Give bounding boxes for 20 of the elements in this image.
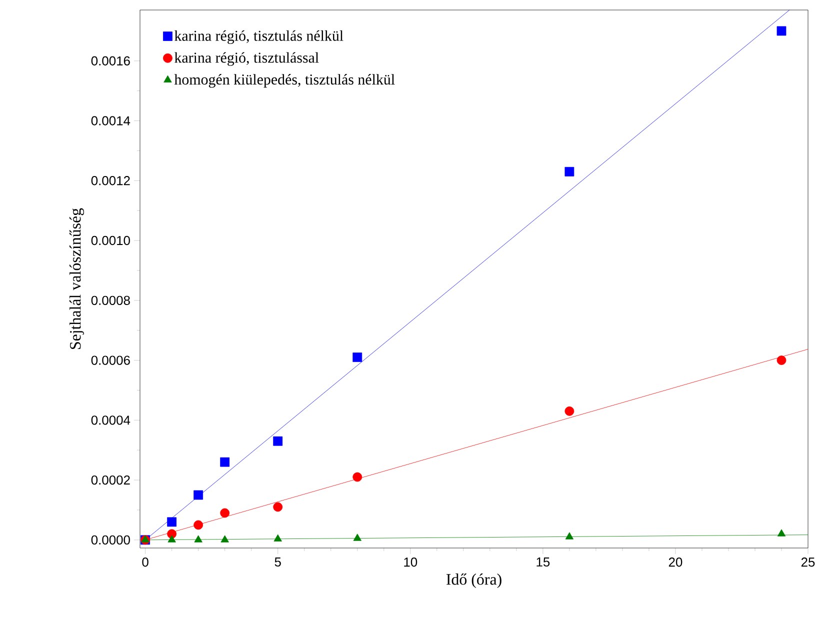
y-tick-label: 0.0010 bbox=[91, 236, 130, 246]
x-axis-title: Idő (óra) bbox=[446, 574, 502, 588]
y-axis-title: Sejthalál valószínűség bbox=[70, 208, 84, 349]
x-tick-label: 25 bbox=[801, 558, 815, 567]
y-tick-label: 0.0008 bbox=[91, 296, 130, 305]
x-tick-label: 5 bbox=[274, 558, 281, 567]
y-tick-label: 0.0000 bbox=[91, 535, 130, 544]
legend-label: karina régió, tisztulás nélkül bbox=[174, 30, 344, 44]
x-tick-label: 10 bbox=[404, 558, 418, 567]
x-tick-label: 20 bbox=[668, 558, 682, 567]
legend-label: homogén kiülepedés, tisztulás nélkül bbox=[174, 74, 395, 88]
y-tick-label: 0.0002 bbox=[91, 475, 130, 485]
x-tick-label: 0 bbox=[142, 558, 148, 567]
y-tick-label: 0.0012 bbox=[91, 176, 130, 186]
y-tick-label: 0.0016 bbox=[91, 56, 130, 66]
y-tick-label: 0.0004 bbox=[91, 416, 130, 425]
y-tick-label: 0.0014 bbox=[91, 116, 130, 126]
legend-label: karina régió, tisztulással bbox=[174, 52, 319, 66]
y-tick-label: 0.0006 bbox=[91, 356, 130, 365]
x-tick-label: 15 bbox=[536, 558, 550, 567]
